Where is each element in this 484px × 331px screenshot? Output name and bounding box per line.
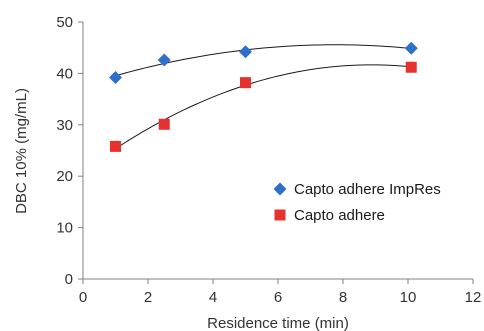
tick-labels: 0 2 4 6 8 10 12 0 10 20 30 40 50 [56, 14, 481, 306]
square-data-point [110, 140, 121, 152]
x-tick-label: 2 [144, 289, 152, 306]
y-tick-label: 20 [56, 168, 73, 185]
trendline [115, 64, 412, 150]
square-data-point [405, 61, 417, 73]
diamond-data-point [109, 71, 122, 85]
x-tick-label: 0 [79, 289, 87, 306]
legend: Capto adhere ImpRes Capto adhere [273, 181, 441, 224]
y-tick-label: 50 [56, 14, 73, 31]
legend-diamond-icon [273, 182, 287, 196]
x-tick-label: 6 [274, 289, 282, 306]
square-data-point [158, 118, 170, 130]
y-axis-title: DBC 10% (mg/mL) [13, 88, 30, 214]
data-points [109, 41, 418, 152]
x-axis-title: Residence time (min) [207, 315, 349, 331]
y-tick-label: 0 [65, 271, 73, 288]
y-tick-label: 10 [56, 220, 73, 237]
legend-square-icon [274, 209, 286, 221]
x-tick-label: 8 [339, 289, 347, 306]
x-tick-label: 12 [465, 289, 482, 306]
diamond-data-point [404, 41, 418, 55]
square-data-point [240, 77, 251, 89]
x-tick-label: 10 [400, 289, 417, 306]
y-tick-label: 40 [56, 65, 73, 82]
diamond-data-point [157, 53, 171, 67]
legend-label: Capto adhere ImpRes [294, 181, 441, 198]
x-tick-label: 4 [209, 289, 217, 306]
legend-label: Capto adhere [294, 207, 385, 224]
axes [82, 22, 473, 280]
diamond-data-point [239, 45, 252, 59]
y-tick-label: 30 [56, 117, 73, 134]
